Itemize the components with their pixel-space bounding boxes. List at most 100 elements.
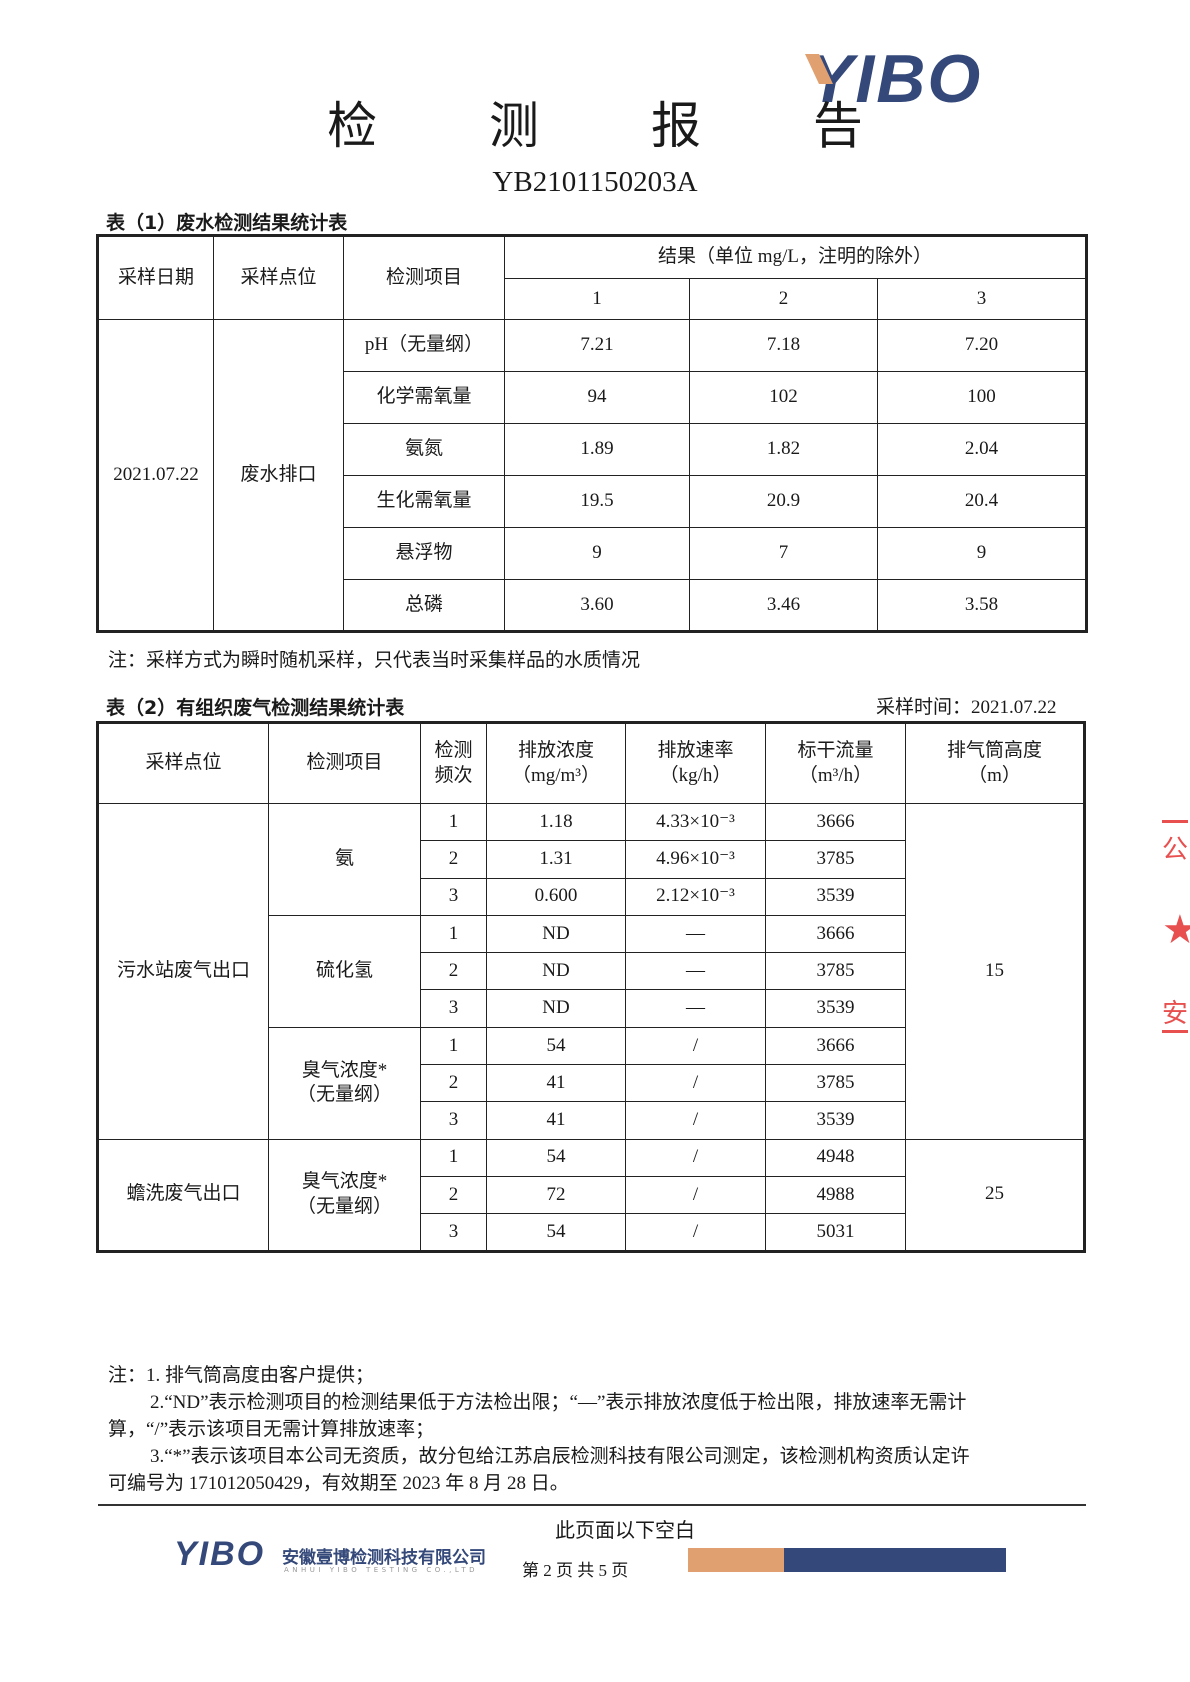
emission-rate: /: [625, 1026, 766, 1066]
test-item: pH（无量纲）: [343, 319, 505, 372]
emission-rate: /: [625, 1175, 766, 1215]
test-item: 氨氮: [343, 423, 505, 476]
table-row: 2 ND —3785: [98, 952, 1085, 991]
header-run: 3: [876, 278, 1088, 320]
table-row: 悬浮物 9 7 9: [98, 527, 1088, 580]
result-value: 20.4: [876, 475, 1088, 528]
concentration: ND: [486, 914, 626, 954]
table-row: 化学需氧量 94 102 100: [98, 371, 1088, 424]
concentration: 0.600: [486, 877, 626, 916]
test-item: 硫化氢: [268, 914, 421, 1028]
result-value: 19.5: [504, 475, 690, 528]
frequency: 1: [420, 914, 487, 954]
frequency: 2: [420, 952, 487, 991]
test-item: 氨: [268, 803, 421, 916]
stack-height: 25: [905, 1138, 1085, 1252]
test-item: 臭气浓度*（无量纲）: [268, 1026, 421, 1140]
test-item: 悬浮物: [343, 527, 505, 580]
frequency: 3: [420, 989, 487, 1028]
header-run: 2: [689, 278, 878, 320]
result-value: 7.20: [876, 319, 1088, 372]
frequency: 3: [420, 877, 487, 916]
concentration: 41: [486, 1064, 626, 1103]
table-row: 2 72/4988: [98, 1175, 1085, 1215]
exhaust-gas-results-table: 采样点位 检测项目 检测频次 排放浓度 （mg/m³） 排放速率 （kg/h） 标干…: [96, 721, 1086, 1253]
company-name-en: ANHUI YIBO TESTING CO.,LTD: [284, 1566, 478, 1574]
concentration: 54: [486, 1138, 626, 1177]
result-value: 100: [876, 371, 1088, 424]
report-number: YB2101150203A: [492, 166, 698, 198]
page-number: 第 2 页 共 5 页: [522, 1561, 629, 1580]
header-item: 检测项目: [268, 722, 421, 804]
emission-rate: /: [625, 1138, 766, 1177]
test-item: 臭气浓度*（无量纲）: [268, 1138, 421, 1252]
table-row: 3 0.600 2.12×10⁻³ 3539: [98, 877, 1085, 916]
concentration: ND: [486, 989, 626, 1028]
frequency: 3: [420, 1101, 487, 1140]
concentration: 41: [486, 1101, 626, 1140]
concentration: 54: [486, 1026, 626, 1066]
flow-rate: 3539: [765, 877, 906, 916]
header-flow: 标干流量 （m³/h）: [765, 722, 906, 804]
table-row: 2 1.31 4.96×10⁻³ 3785: [98, 840, 1085, 879]
page-title: 检 测 报 告: [327, 97, 911, 155]
table1-note: 注：采样方式为瞬时随机采样，只代表当时采集样品的水质情况: [108, 650, 641, 671]
header-logo: YIBO: [808, 41, 983, 117]
result-value: 7.21: [504, 319, 690, 372]
footer-logo: YIBO: [174, 1535, 266, 1573]
flow-rate: 4988: [765, 1175, 906, 1215]
table-row: 臭气浓度*（无量纲） 1 54/3666: [98, 1026, 1085, 1140]
result-value: 1.89: [504, 423, 690, 476]
test-item: 总磷: [343, 579, 505, 632]
header-run: 1: [504, 278, 690, 320]
frequency: 2: [420, 1175, 487, 1215]
header-item: 检测项目: [343, 235, 505, 320]
header-date: 采样日期: [97, 235, 214, 320]
seal-stamp: 公 ★ 安: [1162, 820, 1190, 1050]
flow-rate: 3785: [765, 1064, 906, 1103]
note-line: 算，“/”表示该项目无需计算排放速率；: [108, 1419, 435, 1440]
table1-caption: 表（1）废水检测结果统计表: [106, 212, 348, 234]
test-item: 化学需氧量: [343, 371, 505, 424]
table-row: 3 ND —3539: [98, 989, 1085, 1028]
company-name: 安徽壹博检测科技有限公司: [282, 1548, 486, 1568]
result-value: 9: [876, 527, 1088, 580]
header-rate: 排放速率 （kg/h）: [625, 722, 766, 804]
table-row: 硫化氢 1 ND —3666: [98, 914, 1085, 1028]
frequency: 2: [420, 1064, 487, 1103]
sample-point: 污水站废气出口: [97, 803, 269, 1140]
sample-date: 2021.07.22: [97, 319, 214, 632]
result-value: 2.04: [876, 423, 1088, 476]
result-value: 3.58: [876, 579, 1088, 632]
wastewater-results-table: 采样日期 采样点位 检测项目 结果（单位 mg/L，注明的除外） 1 2 3 2…: [96, 234, 1089, 633]
flow-rate: 3539: [765, 1101, 906, 1140]
header-freq: 检测频次: [420, 722, 487, 804]
result-value: 20.9: [689, 475, 878, 528]
concentration: ND: [486, 952, 626, 991]
result-value: 1.82: [689, 423, 878, 476]
emission-rate: —: [625, 914, 766, 954]
header-conc: 排放浓度 （mg/m³）: [486, 722, 626, 804]
footer-bar-orange: [688, 1548, 784, 1572]
footer-divider: [98, 1504, 1086, 1506]
flow-rate: 5031: [765, 1213, 906, 1252]
emission-rate: 2.12×10⁻³: [625, 877, 766, 916]
star-icon: ★: [1162, 907, 1190, 952]
concentration: 1.18: [486, 802, 626, 842]
result-value: 7.18: [689, 319, 878, 372]
flow-rate: 4948: [765, 1138, 906, 1177]
result-value: 9: [504, 527, 690, 580]
result-value: 3.60: [504, 579, 690, 632]
flow-rate: 3539: [765, 989, 906, 1028]
header-height: 排气筒高度 （m）: [905, 722, 1085, 804]
frequency: 2: [420, 840, 487, 879]
table-row: 3 54/5031: [98, 1213, 1085, 1252]
table-row: 总磷 3.60 3.46 3.58: [98, 579, 1088, 632]
emission-rate: —: [625, 989, 766, 1028]
header-point: 采样点位: [97, 722, 269, 804]
footer-bar-blue: [784, 1548, 1006, 1572]
table2-caption: 表（2）有组织废气检测结果统计表: [106, 697, 405, 719]
flow-rate: 3785: [765, 952, 906, 991]
blank-note: 此页面以下空白: [555, 1520, 695, 1542]
table-row: 蟾洗废气出口 臭气浓度*（无量纲） 1 54/4948 25: [97, 1138, 1085, 1252]
